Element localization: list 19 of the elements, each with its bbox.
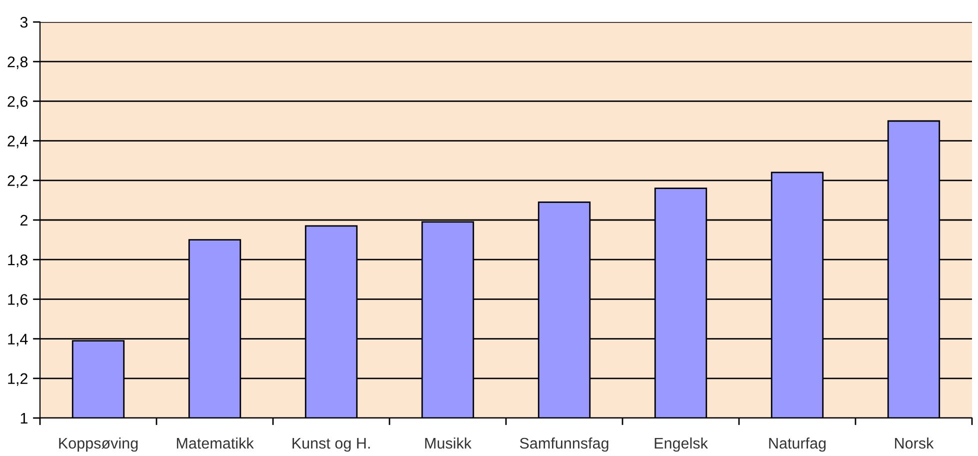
y-tick-label: 2,6 xyxy=(8,96,28,109)
y-tick-label: 2,2 xyxy=(8,175,28,188)
y-tick-label: 3 xyxy=(20,16,28,28)
y-tick-label: 2,8 xyxy=(8,56,28,70)
y-tick-label: 1,8 xyxy=(8,254,28,268)
x-tick-label: Norsk xyxy=(895,437,934,449)
y-tick-label: 2 xyxy=(20,214,28,226)
x-tick-label: Samfunnsfag xyxy=(520,437,608,452)
x-tick-label: Engelsk xyxy=(654,437,708,452)
x-tick-label: Kunst og H. xyxy=(292,438,370,452)
y-tick-label: 1,6 xyxy=(8,294,28,307)
y-tick-label: 1,4 xyxy=(8,334,28,346)
x-tick-label: Musikk xyxy=(425,437,472,449)
x-tick-label: Naturfag xyxy=(769,437,826,452)
y-tick-label: 1,2 xyxy=(8,373,28,386)
x-tick-label: Koppsøving xyxy=(59,437,138,452)
y-tick-label: 1 xyxy=(20,413,28,424)
y-tick-label: 2,4 xyxy=(8,136,28,148)
x-tick-label: Matematikk xyxy=(176,437,254,449)
